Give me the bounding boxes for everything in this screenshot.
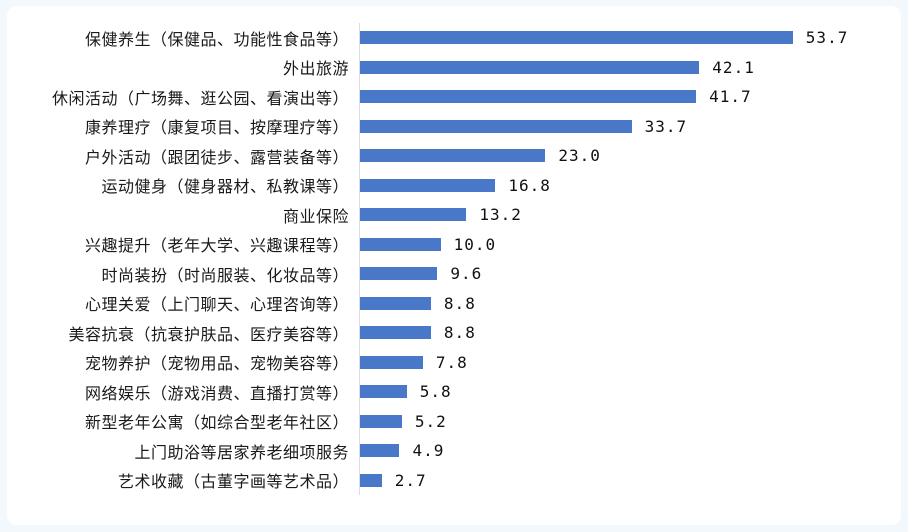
chart-row: 宠物养护（宠物用品、宠物美容等） 7.8 (7, 347, 901, 377)
value-label: 8.8 (443, 323, 476, 343)
category-label: 兴趣提升（老年大学、兴趣课程等） (84, 236, 349, 256)
bar (360, 326, 431, 340)
category-label: 保健养生（保健品、功能性食品等） (84, 29, 349, 49)
category-label: 时尚装扮（时尚服装、化妆品等） (101, 265, 349, 285)
category-label: 康养理疗（康复项目、按摩理疗等） (84, 118, 349, 138)
chart-row: 兴趣提升（老年大学、兴趣课程等） 10.0 (7, 229, 901, 259)
value-label: 10.0 (453, 234, 497, 254)
plot-area: 2.7 (359, 465, 901, 495)
value-label: 33.7 (644, 116, 688, 136)
bar (360, 355, 423, 369)
value-label: 42.1 (712, 57, 755, 77)
bar (360, 296, 431, 310)
bar (360, 90, 697, 104)
plot-area: 13.2 (359, 200, 901, 230)
plot-area: 33.7 (359, 111, 901, 141)
value-label: 4.9 (412, 441, 445, 461)
plot-area: 16.8 (359, 170, 901, 200)
chart-row: 上门助浴等居家养老细项服务 4.9 (7, 436, 901, 466)
plot-area: 41.7 (359, 82, 901, 112)
category-label: 新型老年公寓（如综合型老年社区） (84, 413, 349, 433)
category-label: 宠物养护（宠物用品、宠物美容等） (84, 354, 349, 374)
plot-area: 4.9 (359, 436, 901, 466)
plot-area: 5.2 (359, 406, 901, 436)
value-label: 5.8 (419, 382, 452, 402)
bar (360, 149, 546, 163)
chart-row: 保健养生（保健品、功能性食品等） 53.7 (7, 23, 901, 53)
bar (360, 267, 438, 281)
bar (360, 237, 441, 251)
bar (360, 444, 400, 458)
bar (360, 385, 407, 399)
bar (360, 119, 632, 133)
category-label: 休闲活动（广场舞、逛公园、看演出等） (51, 88, 349, 108)
plot-area: 53.7 (359, 23, 901, 53)
value-label: 9.6 (450, 264, 483, 284)
value-label: 8.8 (443, 293, 476, 313)
plot-area: 5.8 (359, 377, 901, 407)
chart-row: 康养理疗（康复项目、按摩理疗等） 33.7 (7, 111, 901, 141)
chart-row: 运动健身（健身器材、私教课等） 16.8 (7, 170, 901, 200)
category-label: 艺术收藏（古董字画等艺术品） (117, 472, 349, 492)
chart-panel: 保健养生（保健品、功能性食品等） 53.7 外出旅游 42.1 休闲活动（广场舞… (7, 6, 901, 525)
plot-area: 10.0 (359, 229, 901, 259)
plot-area: 7.8 (359, 347, 901, 377)
plot-area: 42.1 (359, 52, 901, 82)
plot-area: 8.8 (359, 288, 901, 318)
bar (360, 473, 382, 487)
value-label: 16.8 (508, 175, 551, 195)
value-label: 23.0 (558, 146, 601, 166)
chart-row: 网络娱乐（游戏消费、直播打赏等） 5.8 (7, 377, 901, 407)
category-label: 上门助浴等居家养老细项服务 (134, 442, 349, 462)
chart-row: 美容抗衰（抗衰护肤品、医疗美容等） 8.8 (7, 318, 901, 348)
value-label: 13.2 (479, 205, 522, 225)
category-label: 外出旅游 (282, 59, 349, 79)
category-label: 心理关爱（上门聊天、心理咨询等） (84, 295, 349, 315)
category-label: 运动健身（健身器材、私教课等） (101, 177, 349, 197)
plot-area: 23.0 (359, 141, 901, 171)
chart-row: 艺术收藏（古董字画等艺术品） 2.7 (7, 465, 901, 495)
bar (360, 414, 402, 428)
plot-area: 9.6 (359, 259, 901, 289)
bar (360, 208, 467, 222)
value-label: 2.7 (394, 470, 427, 490)
category-label: 网络娱乐（游戏消费、直播打赏等） (84, 383, 349, 403)
bar-chart: 保健养生（保健品、功能性食品等） 53.7 外出旅游 42.1 休闲活动（广场舞… (7, 23, 901, 495)
chart-row: 户外活动（跟团徒步、露营装备等） 23.0 (7, 141, 901, 171)
chart-row: 时尚装扮（时尚服装、化妆品等） 9.6 (7, 259, 901, 289)
value-label: 53.7 (805, 28, 849, 48)
chart-row: 休闲活动（广场舞、逛公园、看演出等） 41.7 (7, 82, 901, 112)
chart-row: 新型老年公寓（如综合型老年社区） 5.2 (7, 406, 901, 436)
category-label: 美容抗衰（抗衰护肤品、医疗美容等） (68, 324, 349, 344)
value-label: 7.8 (435, 352, 468, 372)
value-label: 5.2 (414, 411, 447, 431)
bar (360, 178, 496, 192)
chart-row: 外出旅游 42.1 (7, 52, 901, 82)
chart-row: 心理关爱（上门聊天、心理咨询等） 8.8 (7, 288, 901, 318)
chart-row: 商业保险 13.2 (7, 200, 901, 230)
value-label: 41.7 (709, 87, 752, 107)
category-label: 商业保险 (282, 206, 349, 226)
plot-area: 8.8 (359, 318, 901, 348)
bar (360, 31, 793, 45)
bar (360, 60, 700, 74)
category-label: 户外活动（跟团徒步、露营装备等） (84, 147, 349, 167)
